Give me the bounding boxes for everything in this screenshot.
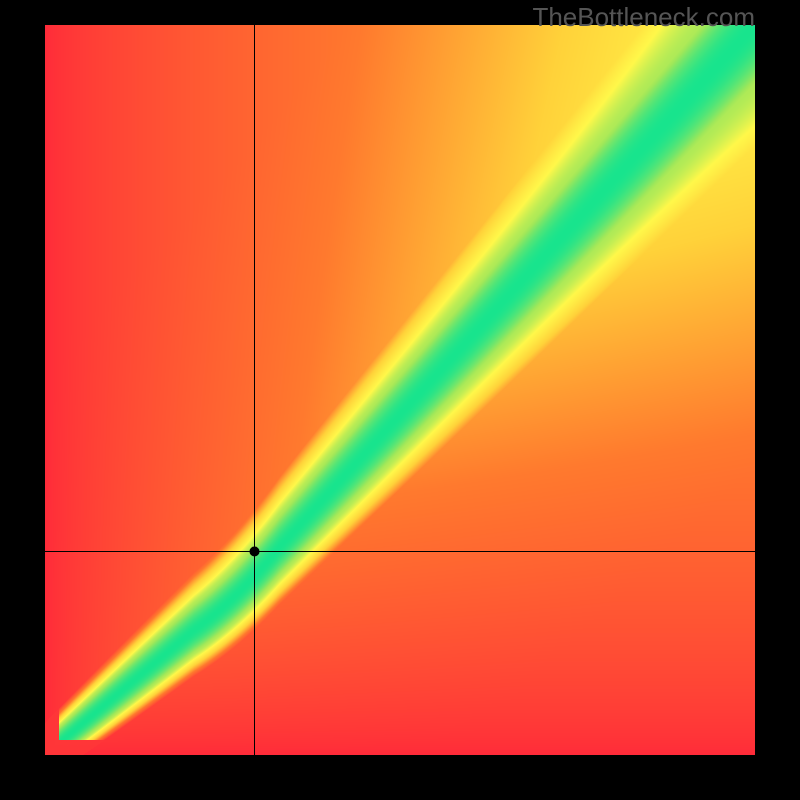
heatmap-canvas	[45, 25, 755, 755]
chart-container: TheBottleneck.com	[0, 0, 800, 800]
plot-area	[45, 25, 755, 755]
watermark-label: TheBottleneck.com	[532, 2, 755, 33]
